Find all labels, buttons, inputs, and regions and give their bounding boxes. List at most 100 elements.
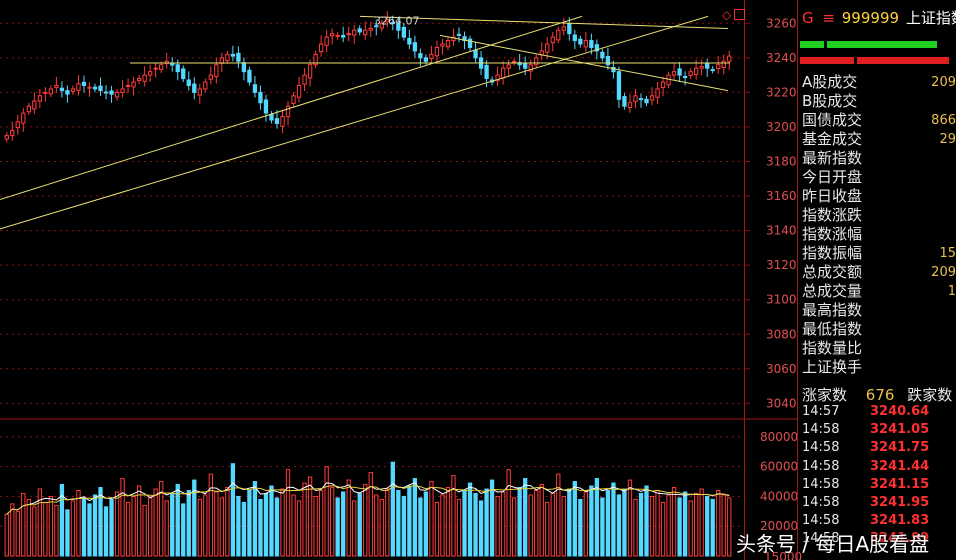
volume-bar bbox=[32, 506, 37, 557]
volume-bar bbox=[622, 488, 627, 557]
price-tick-label: 3140 bbox=[766, 224, 797, 238]
price-tick-label: 3080 bbox=[766, 327, 797, 341]
candle-body bbox=[147, 71, 153, 76]
candle-body bbox=[76, 83, 81, 91]
price-tick-label: 3240 bbox=[766, 51, 797, 65]
price-tick-label: 3100 bbox=[766, 293, 797, 307]
volume-bar bbox=[15, 510, 20, 557]
volume-bar bbox=[109, 498, 114, 557]
candle-body bbox=[710, 69, 715, 72]
volume-bar bbox=[434, 501, 440, 557]
candle-body bbox=[511, 60, 517, 63]
candle-body bbox=[649, 95, 655, 101]
candle-body bbox=[142, 74, 147, 82]
volume-bar bbox=[296, 500, 302, 557]
moving-average-lines bbox=[6, 482, 730, 515]
candle-body bbox=[374, 25, 379, 28]
quote-row-value: 15 bbox=[939, 246, 956, 261]
chart-grid bbox=[0, 22, 798, 527]
volume-bar bbox=[500, 491, 506, 557]
price-tick-label: 3120 bbox=[766, 258, 797, 272]
menu-icon[interactable]: ≡ bbox=[822, 9, 835, 27]
tick-time: 14:58 bbox=[802, 531, 840, 547]
volume-bar bbox=[181, 503, 186, 557]
quote-row-label: 指数涨幅 bbox=[802, 225, 863, 243]
window-toggle-icon[interactable] bbox=[734, 9, 745, 20]
candle-body bbox=[21, 112, 26, 124]
volume-bar bbox=[506, 469, 511, 557]
volume-bar bbox=[142, 504, 147, 557]
candle-body bbox=[638, 98, 644, 101]
candle-body bbox=[495, 74, 500, 82]
candle-body bbox=[363, 29, 368, 36]
candle-body bbox=[594, 44, 600, 52]
volume-bar bbox=[131, 495, 136, 557]
candle-body bbox=[214, 64, 219, 77]
candle-body bbox=[423, 57, 429, 62]
volume-bar bbox=[649, 495, 655, 557]
volume-bar bbox=[710, 498, 715, 557]
volume-bar bbox=[445, 487, 451, 557]
marker-badge: G bbox=[802, 9, 814, 27]
volume-bar bbox=[136, 485, 142, 557]
candle-body bbox=[230, 53, 236, 57]
tick-time: 14:58 bbox=[802, 476, 840, 492]
price-tick-label: 3060 bbox=[766, 362, 797, 376]
candle-body bbox=[589, 40, 594, 48]
descending-line bbox=[439, 34, 729, 92]
volume-bar bbox=[341, 491, 346, 557]
volume-bar bbox=[638, 492, 644, 557]
diamond-icon[interactable]: ◇ bbox=[722, 8, 732, 22]
volume-bar bbox=[225, 487, 230, 557]
up-count-value: 676 bbox=[865, 386, 895, 404]
index-code: 999999 bbox=[841, 9, 900, 27]
candle-body bbox=[605, 55, 611, 66]
chart-divider bbox=[744, 0, 745, 560]
tick-row: 14:57 3240.64 bbox=[802, 404, 929, 419]
volume-bar bbox=[616, 494, 622, 557]
volume-bar bbox=[688, 500, 693, 557]
candle-body bbox=[561, 26, 566, 31]
candle-body bbox=[43, 91, 48, 94]
candle-body bbox=[258, 91, 263, 104]
candle-body bbox=[484, 64, 489, 80]
candle-body bbox=[451, 36, 456, 42]
volume-bar bbox=[335, 497, 340, 557]
candle-body bbox=[368, 27, 373, 31]
candle-body bbox=[677, 68, 682, 76]
volume-bar bbox=[37, 488, 43, 557]
candle-body bbox=[241, 62, 247, 73]
volume-bar bbox=[21, 492, 26, 557]
volume-bar bbox=[81, 497, 87, 557]
candle-body bbox=[170, 63, 175, 66]
volume-bar bbox=[677, 497, 682, 557]
candle-body bbox=[186, 79, 191, 86]
candle-body bbox=[159, 64, 164, 71]
price-tick-label: 3260 bbox=[766, 16, 797, 30]
volume-bar bbox=[241, 501, 247, 557]
volume-bar bbox=[318, 489, 324, 557]
tick-time: 14:58 bbox=[802, 440, 840, 456]
quote-row-value: 1 bbox=[947, 284, 956, 299]
candle-body bbox=[324, 36, 329, 46]
candle-body bbox=[633, 95, 638, 102]
volume-bar bbox=[346, 479, 351, 557]
volume-bar bbox=[693, 492, 699, 557]
candle-body bbox=[583, 40, 589, 48]
candle-body bbox=[412, 42, 418, 52]
candle-body bbox=[48, 88, 54, 95]
volume-bar bbox=[545, 501, 550, 557]
volume-series bbox=[4, 461, 732, 557]
candle-series bbox=[4, 11, 732, 143]
candle-body bbox=[65, 90, 70, 95]
candle-body bbox=[401, 26, 407, 38]
volume-bar bbox=[401, 495, 407, 557]
volume-bar bbox=[159, 481, 164, 557]
quote-row-value: 866 bbox=[931, 113, 956, 128]
candle-body bbox=[506, 64, 511, 69]
volume-bar bbox=[147, 497, 153, 557]
axis-labels: 3260 3240 3220 3200 3180 3160 3140 3120 3100 3080… bbox=[760, 16, 802, 560]
candle-body bbox=[37, 95, 43, 102]
tick-row: 14:58 3241.95 bbox=[802, 495, 929, 510]
channel-line-lower bbox=[0, 15, 709, 230]
